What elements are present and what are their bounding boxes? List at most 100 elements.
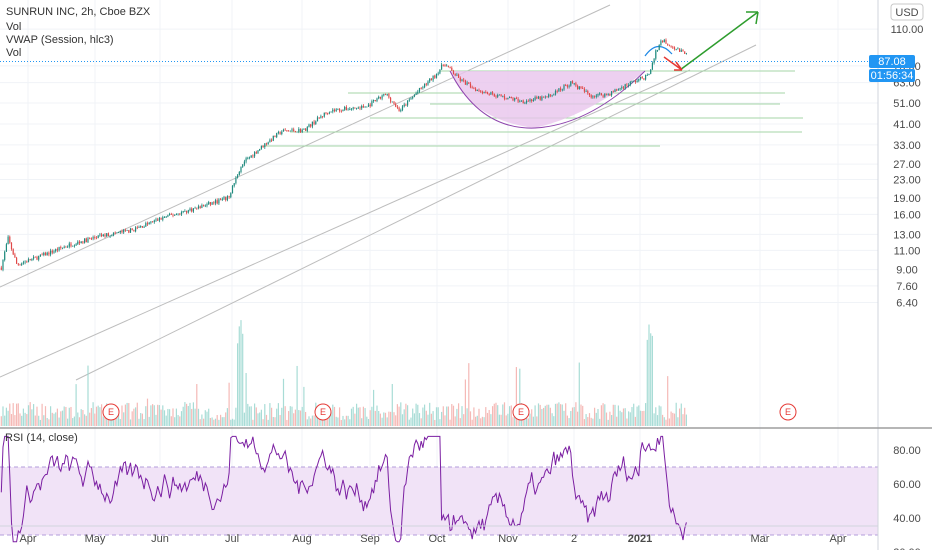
volume-bar (451, 404, 453, 426)
candle-body (442, 64, 444, 66)
volume-bar (27, 405, 30, 426)
volume-bar (303, 386, 305, 426)
volume-bar (272, 417, 274, 426)
volume-bar (593, 407, 596, 426)
indicator-vol-2[interactable]: Vol (6, 47, 21, 59)
candle-body (165, 216, 167, 218)
volume-bar (366, 416, 368, 426)
candle-body (202, 205, 205, 207)
volume-bar (140, 413, 142, 426)
candle-body (170, 213, 172, 215)
volume-bar (233, 419, 235, 426)
volume-bar (398, 406, 400, 426)
volume-bar (92, 402, 94, 426)
volume-bar (95, 406, 98, 426)
volume-bar (192, 402, 194, 426)
volume-bar (439, 419, 441, 426)
currency-button[interactable]: USD (890, 3, 924, 21)
candle-body (208, 202, 210, 205)
candle-body (201, 205, 203, 208)
volume-bar (43, 415, 45, 426)
candle-body (124, 229, 126, 231)
volume-bar (330, 412, 332, 426)
candle-body (344, 107, 346, 110)
legend: SUNRUN INC, 2h, Cboe BZX Vol VWAP (Sessi… (5, 6, 151, 444)
volume-bar (684, 407, 686, 426)
candle-body (413, 94, 415, 97)
candle-body (243, 161, 245, 165)
volume-bar (337, 417, 339, 426)
candle-body (36, 256, 38, 260)
candle-body (174, 214, 176, 216)
rsi-tick-label: 40.00 (893, 513, 921, 525)
volume-bar (298, 410, 300, 426)
volume-bar (238, 326, 240, 426)
volume-bar (622, 408, 625, 426)
time-tick-label: Sep (360, 533, 380, 545)
candle-body (333, 109, 336, 111)
candle-body (610, 91, 613, 96)
volume-bar (362, 406, 364, 426)
price-candles (0, 38, 687, 272)
volume-bar (510, 405, 512, 426)
candle-body (423, 83, 426, 88)
candle-body (374, 100, 376, 102)
volume-bar (22, 408, 24, 426)
candle-body (99, 234, 101, 236)
candle-body (672, 46, 674, 48)
candle-body (415, 93, 417, 95)
candle-body (38, 256, 40, 260)
volume-bar (316, 415, 319, 426)
candle-body (9, 236, 11, 243)
volume-bar (240, 320, 242, 426)
volume-bar (231, 418, 234, 426)
candle-body (451, 67, 453, 71)
currency-button-label[interactable]: USD (895, 7, 918, 19)
candle-body (670, 45, 672, 47)
candle-body (595, 95, 597, 97)
volume-bar (505, 415, 507, 426)
candle-body (320, 116, 322, 118)
projection-arrow-line (679, 11, 759, 71)
candle-body (359, 107, 361, 109)
volume-bar (621, 412, 623, 426)
candle-body (0, 267, 2, 270)
indicator-vol-1[interactable]: Vol (6, 21, 21, 33)
indicator-vwap[interactable]: VWAP (Session, hlc3) (6, 34, 114, 46)
volume-bar (474, 416, 477, 426)
volume-bar (136, 402, 138, 426)
candle-body (304, 128, 307, 131)
volume-bar (201, 414, 203, 426)
volume-bar (614, 404, 616, 426)
volume-bar (187, 406, 189, 426)
volume-bar (573, 407, 575, 426)
currency-button-frame[interactable] (890, 3, 924, 21)
volume-bar (304, 411, 307, 426)
candle-body (582, 87, 584, 89)
volume-bar (9, 403, 11, 426)
candle-body (527, 100, 529, 102)
candle-body (248, 157, 251, 159)
candle-body (422, 87, 424, 89)
price-tick-label: 13.00 (893, 229, 921, 241)
candle-body (616, 89, 618, 91)
candle-body (211, 202, 213, 205)
candle-body (593, 96, 596, 98)
volume-bar (221, 417, 223, 426)
volume-bar (673, 413, 676, 426)
candle-body (73, 245, 75, 247)
candle-body (556, 90, 558, 92)
price-tag-bg (869, 55, 915, 68)
price-tick-label: 19.00 (893, 193, 921, 205)
volume-bar (206, 411, 208, 426)
chart-title: SUNRUN INC, 2h, Cboe BZX (6, 6, 151, 18)
candle-body (177, 213, 179, 215)
candle-body (269, 139, 271, 143)
candle-body (293, 129, 295, 132)
rsi-title[interactable]: RSI (14, close) (5, 432, 78, 444)
candle-body (318, 117, 320, 119)
volume-bar (185, 403, 188, 426)
candle-body (287, 130, 290, 132)
candle-body (464, 80, 466, 85)
